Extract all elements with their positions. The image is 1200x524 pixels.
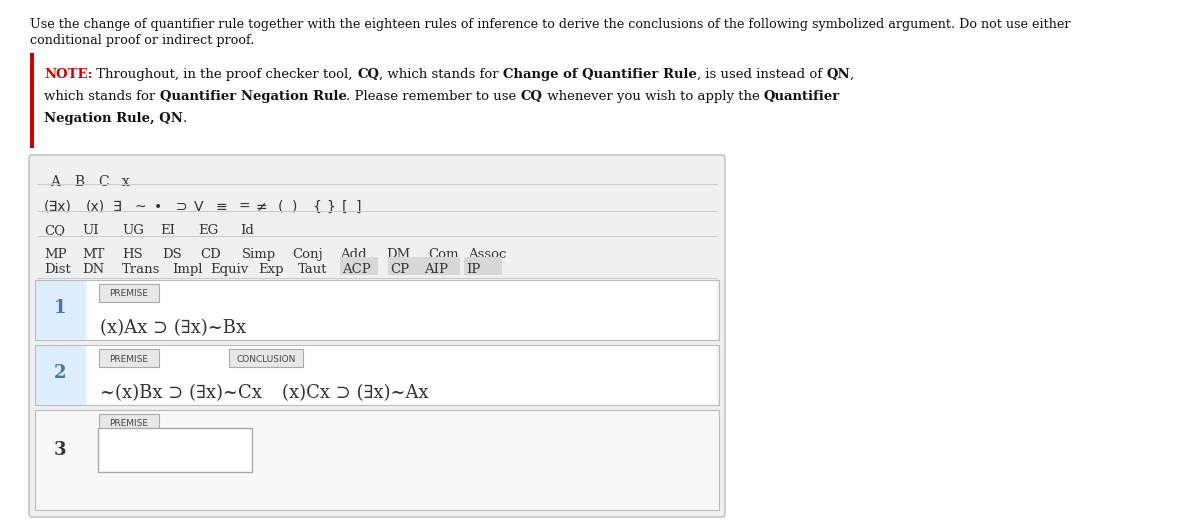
Text: B: B xyxy=(74,175,84,189)
Text: Use the change of quantifier rule together with the eighteen rules of inference : Use the change of quantifier rule togeth… xyxy=(30,18,1070,31)
Text: , is used instead of: , is used instead of xyxy=(697,68,827,81)
Text: Simp: Simp xyxy=(242,248,276,261)
Text: Impl: Impl xyxy=(172,263,203,276)
Bar xyxy=(35,280,85,340)
Text: Id: Id xyxy=(240,224,254,237)
Text: whenever you wish to apply the: whenever you wish to apply the xyxy=(542,90,764,103)
Text: ): ) xyxy=(292,200,298,214)
Bar xyxy=(35,410,719,510)
Text: ⊃: ⊃ xyxy=(176,200,187,214)
Text: Negation Rule, QN: Negation Rule, QN xyxy=(44,112,182,125)
Text: Quantifier: Quantifier xyxy=(764,90,840,103)
Text: Taut: Taut xyxy=(298,263,328,276)
Text: QN: QN xyxy=(827,68,850,81)
Text: IP: IP xyxy=(466,263,480,276)
Text: Throughout, in the proof checker tool,: Throughout, in the proof checker tool, xyxy=(92,68,358,81)
Text: ∃: ∃ xyxy=(113,200,121,214)
Text: UI: UI xyxy=(82,224,98,237)
Text: Trans: Trans xyxy=(122,263,161,276)
Text: Com: Com xyxy=(428,248,458,261)
FancyBboxPatch shape xyxy=(98,414,158,432)
Text: EI: EI xyxy=(160,224,175,237)
Text: ~(x)Bx ⊃ (∃x)~Cx: ~(x)Bx ⊃ (∃x)~Cx xyxy=(100,384,262,402)
Text: C: C xyxy=(98,175,109,189)
Text: x: x xyxy=(122,175,130,189)
Bar xyxy=(88,345,718,405)
Text: PREMISE: PREMISE xyxy=(109,289,149,299)
Bar xyxy=(422,257,460,275)
Text: CD: CD xyxy=(200,248,221,261)
Bar xyxy=(464,257,502,275)
Text: V: V xyxy=(194,200,204,214)
Text: PREMISE: PREMISE xyxy=(109,420,149,429)
Text: ]: ] xyxy=(356,200,361,214)
Text: CONCLUSION: CONCLUSION xyxy=(236,355,295,364)
FancyBboxPatch shape xyxy=(98,349,158,367)
Text: NOTE:: NOTE: xyxy=(44,68,92,81)
Text: CP: CP xyxy=(390,263,409,276)
Text: CQ: CQ xyxy=(358,68,379,81)
Bar xyxy=(30,53,34,148)
FancyBboxPatch shape xyxy=(98,284,158,302)
Text: (x)Ax ⊃ (∃x)~Bx: (x)Ax ⊃ (∃x)~Bx xyxy=(100,319,246,337)
Text: PREMISE: PREMISE xyxy=(109,355,149,364)
Text: conditional proof or indirect proof.: conditional proof or indirect proof. xyxy=(30,34,254,47)
Bar xyxy=(35,280,719,340)
Text: (x)Cx ⊃ (∃x)~Ax: (x)Cx ⊃ (∃x)~Ax xyxy=(282,384,428,402)
Text: EG: EG xyxy=(198,224,218,237)
Text: }: } xyxy=(326,200,335,214)
Text: ≡: ≡ xyxy=(216,200,228,214)
Text: .: . xyxy=(182,112,187,125)
Text: 3: 3 xyxy=(54,441,66,459)
Text: Add: Add xyxy=(340,248,367,261)
Text: HS: HS xyxy=(122,248,143,261)
Text: MT: MT xyxy=(82,248,104,261)
Text: Dist: Dist xyxy=(44,263,71,276)
Text: CQ: CQ xyxy=(44,224,65,237)
Bar xyxy=(35,345,719,405)
Text: ACP: ACP xyxy=(342,263,371,276)
Text: (∃x): (∃x) xyxy=(44,200,72,214)
Text: ,: , xyxy=(850,68,854,81)
Text: Conj: Conj xyxy=(292,248,323,261)
Text: DN: DN xyxy=(82,263,104,276)
Text: DM: DM xyxy=(386,248,410,261)
Text: =: = xyxy=(238,200,250,214)
Text: CQ: CQ xyxy=(521,90,542,103)
Text: [: [ xyxy=(342,200,348,214)
Text: , which stands for: , which stands for xyxy=(379,68,503,81)
Bar xyxy=(388,257,426,275)
Text: which stands for: which stands for xyxy=(44,90,160,103)
Text: Equiv: Equiv xyxy=(210,263,248,276)
Text: ~: ~ xyxy=(134,200,145,214)
FancyBboxPatch shape xyxy=(98,428,252,472)
Text: Assoc: Assoc xyxy=(468,248,506,261)
Text: A: A xyxy=(50,175,60,189)
Text: . Please remember to use: . Please remember to use xyxy=(347,90,521,103)
Text: Quantifier Negation Rule: Quantifier Negation Rule xyxy=(160,90,347,103)
Bar xyxy=(88,280,718,340)
Text: MP: MP xyxy=(44,248,67,261)
Text: (x): (x) xyxy=(86,200,106,214)
Text: Exp: Exp xyxy=(258,263,283,276)
Bar xyxy=(35,410,719,510)
Bar xyxy=(35,345,85,405)
Text: DS: DS xyxy=(162,248,181,261)
Text: (: ( xyxy=(278,200,283,214)
Text: {: { xyxy=(312,200,320,214)
Text: AIP: AIP xyxy=(424,263,448,276)
Text: 1: 1 xyxy=(54,299,66,317)
Text: •: • xyxy=(154,200,162,214)
FancyBboxPatch shape xyxy=(229,349,302,367)
FancyBboxPatch shape xyxy=(29,155,725,517)
Text: Change of Quantifier Rule: Change of Quantifier Rule xyxy=(503,68,697,81)
Bar xyxy=(340,257,378,275)
Text: ≠: ≠ xyxy=(256,200,268,214)
Text: 2: 2 xyxy=(54,364,66,382)
Text: UG: UG xyxy=(122,224,144,237)
